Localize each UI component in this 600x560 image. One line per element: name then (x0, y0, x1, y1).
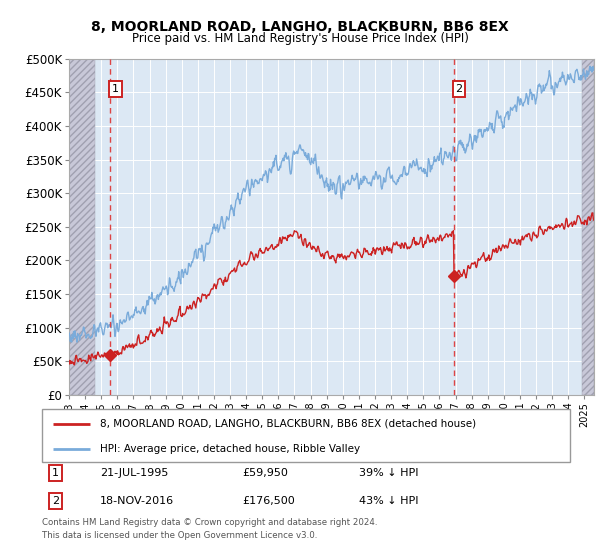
Text: 43% ↓ HPI: 43% ↓ HPI (359, 496, 418, 506)
Text: 2: 2 (455, 84, 463, 94)
Text: £176,500: £176,500 (242, 496, 295, 506)
Text: 39% ↓ HPI: 39% ↓ HPI (359, 468, 418, 478)
Text: 2: 2 (52, 496, 59, 506)
Text: £59,950: £59,950 (242, 468, 289, 478)
Text: Contains HM Land Registry data © Crown copyright and database right 2024.
This d: Contains HM Land Registry data © Crown c… (42, 518, 377, 539)
Text: 8, MOORLAND ROAD, LANGHO, BLACKBURN, BB6 8EX: 8, MOORLAND ROAD, LANGHO, BLACKBURN, BB6… (91, 20, 509, 34)
Text: 1: 1 (52, 468, 59, 478)
Text: 18-NOV-2016: 18-NOV-2016 (100, 496, 174, 506)
FancyBboxPatch shape (42, 409, 570, 462)
Text: 8, MOORLAND ROAD, LANGHO, BLACKBURN, BB6 8EX (detached house): 8, MOORLAND ROAD, LANGHO, BLACKBURN, BB6… (100, 419, 476, 429)
Text: HPI: Average price, detached house, Ribble Valley: HPI: Average price, detached house, Ribb… (100, 444, 360, 454)
Text: Price paid vs. HM Land Registry's House Price Index (HPI): Price paid vs. HM Land Registry's House … (131, 32, 469, 45)
Text: 1: 1 (112, 84, 119, 94)
Text: 21-JUL-1995: 21-JUL-1995 (100, 468, 169, 478)
